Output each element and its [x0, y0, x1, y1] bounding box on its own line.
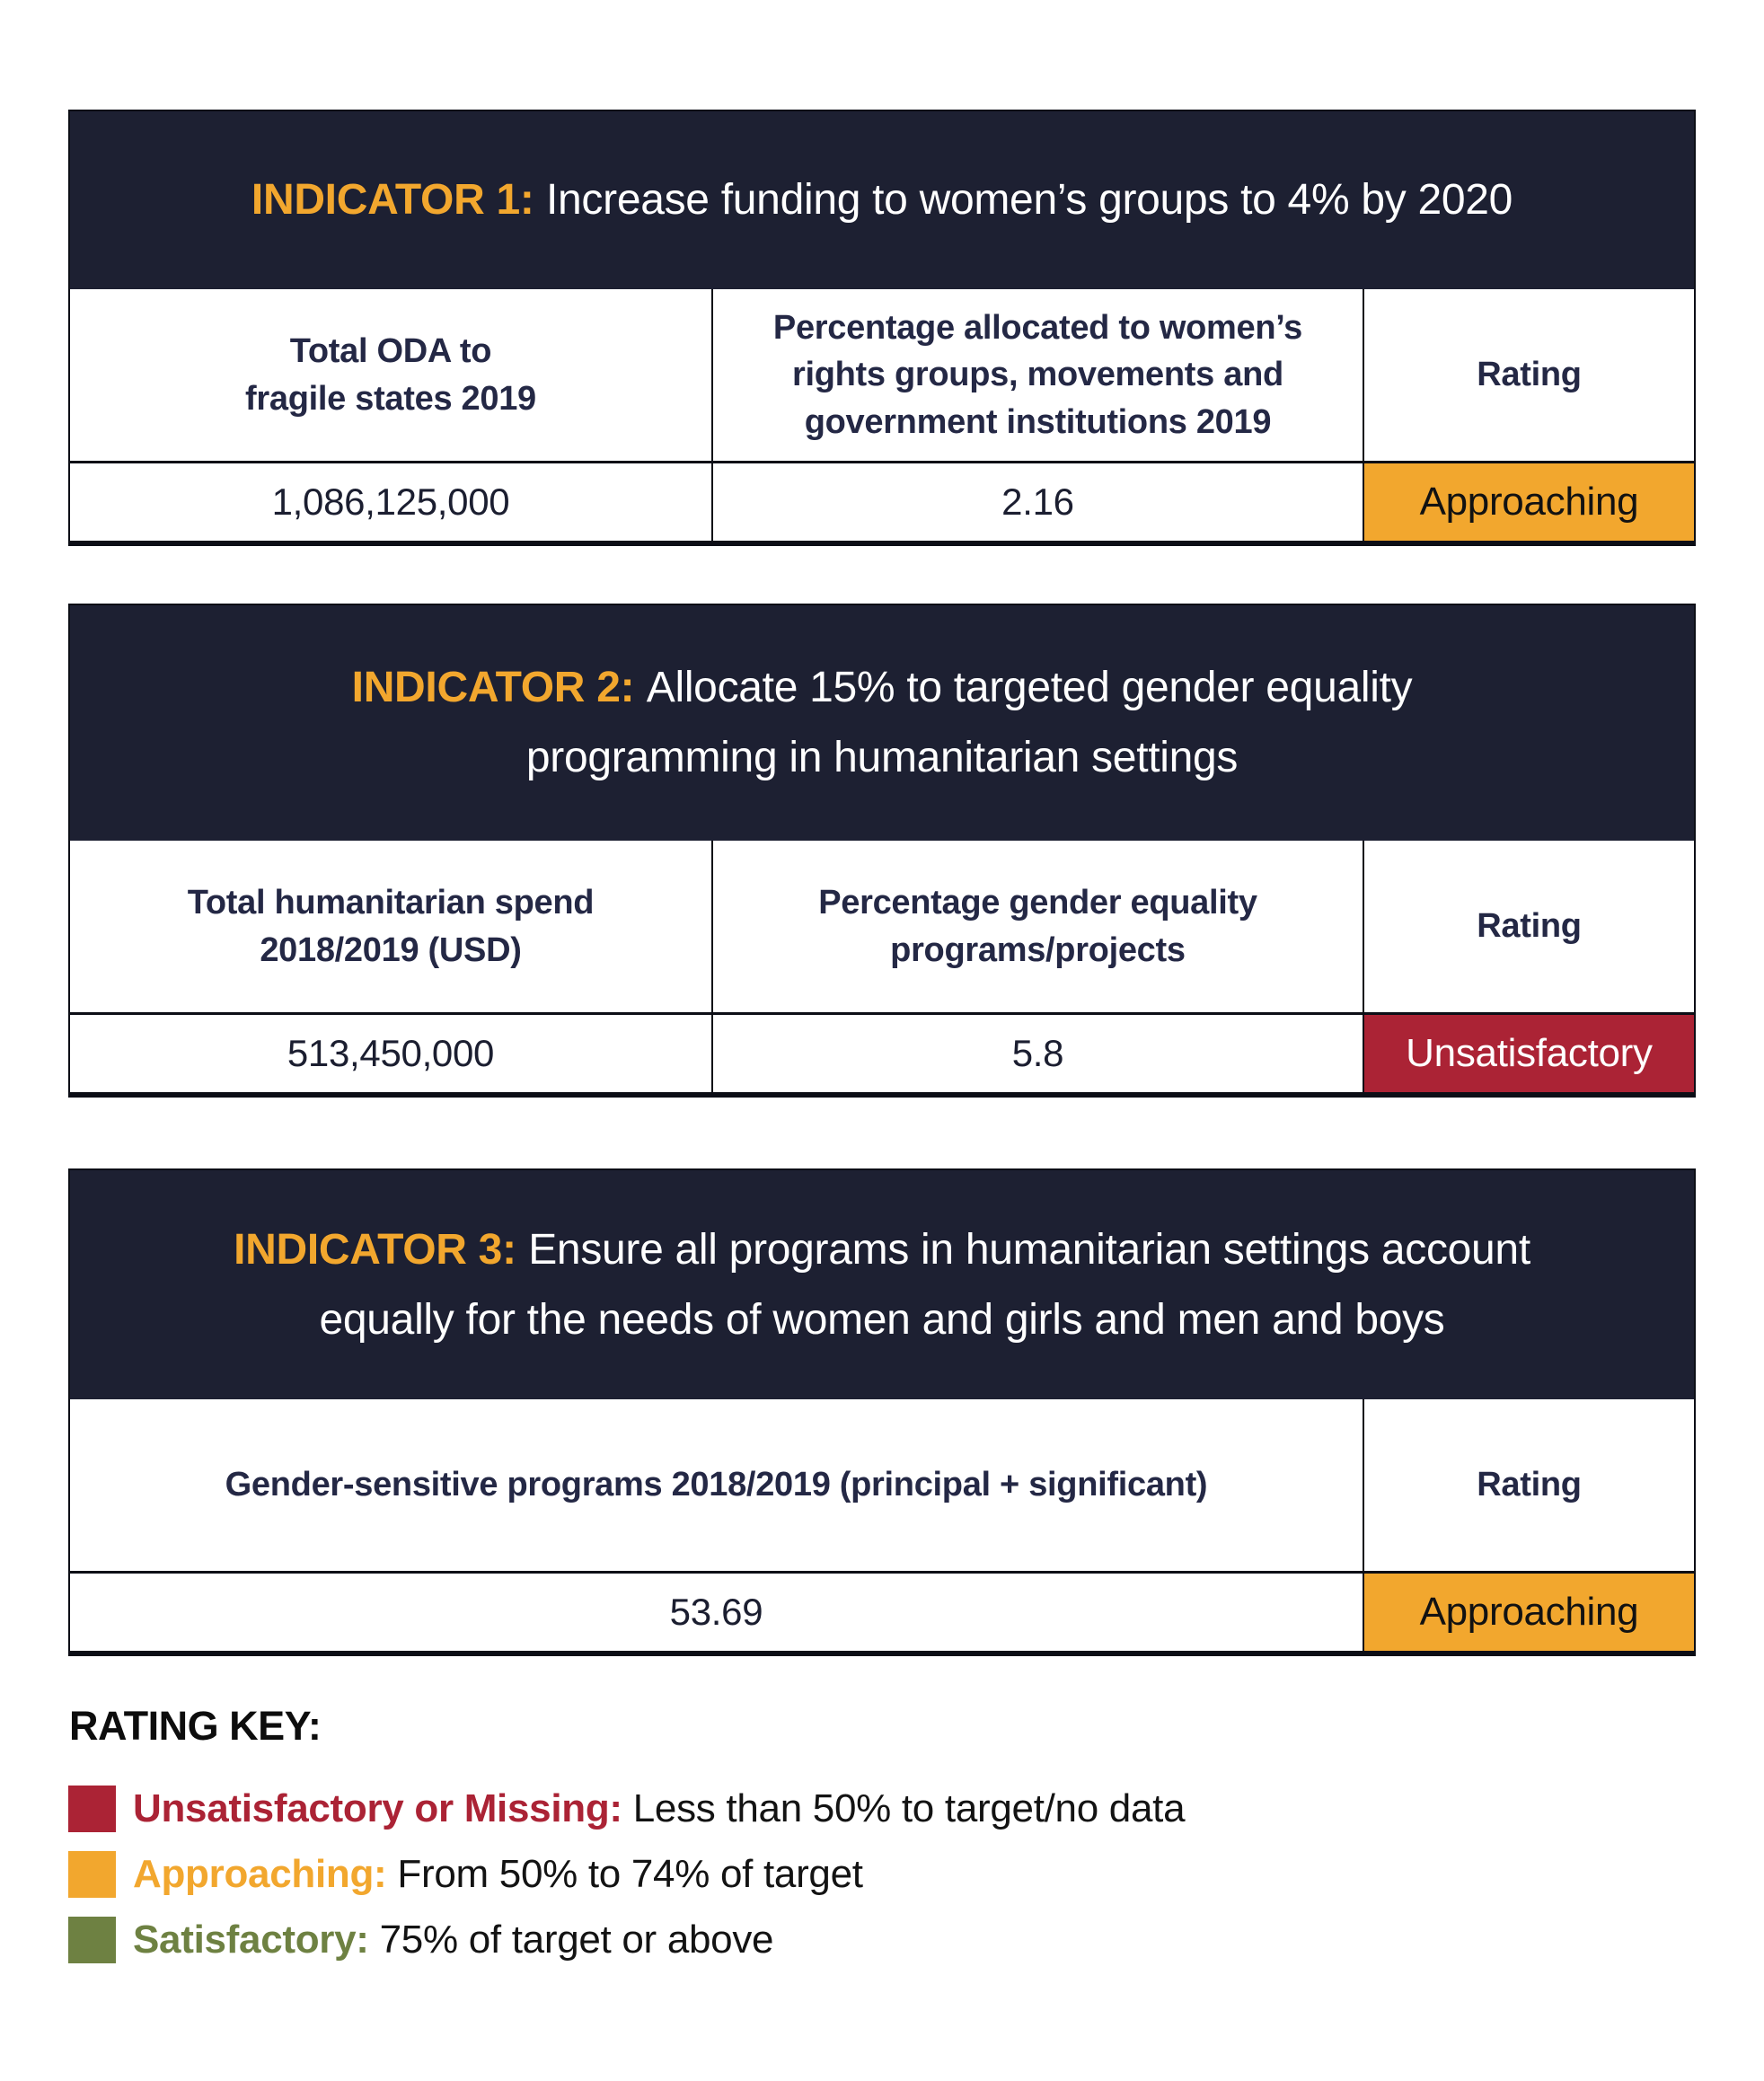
indicator-1-col-header-oda: Total ODA to fragile states 2019	[70, 289, 713, 463]
indicator-3-grid: Gender-sensitive programs 2018/2019 (pri…	[70, 1399, 1694, 1651]
indicator-2-title: INDICATOR 2: Allocate 15% to targeted gen…	[352, 653, 1413, 793]
rating-key-item-approaching: Approaching: From 50% to 74% of target	[68, 1851, 1696, 1898]
indicator-1-grid: Total ODA to fragile states 2019 Percent…	[70, 289, 1694, 541]
indicator-2-rating-badge: Unsatisfactory	[1363, 1015, 1694, 1092]
indicator-1-value-percentage: 2.16	[712, 463, 1364, 541]
indicator-1-col-header-rating: Rating	[1363, 289, 1694, 463]
indicator-1-title-band: INDICATOR 1: Increase funding to women’s …	[70, 111, 1694, 289]
rating-key: RATING KEY: Unsatisfactory or Missing: L…	[68, 1703, 1696, 1963]
satisfactory-description: 75% of target or above	[379, 1918, 774, 1962]
indicator-3-title: INDICATOR 3: Ensure all programs in human…	[234, 1215, 1530, 1355]
indicator-1-col-header-percentage: Percentage allocated to women’s rights g…	[712, 289, 1364, 463]
indicator-2-col-header-spend: Total humanitarian spend 2018/2019 (USD)	[70, 841, 713, 1015]
indicator-1-value-oda: 1,086,125,000	[70, 463, 713, 541]
indicator-3-value-programs: 53.69	[70, 1574, 1364, 1651]
indicator-3-table: INDICATOR 3: Ensure all programs in human…	[68, 1168, 1696, 1656]
rating-key-item-unsatisfactory: Unsatisfactory or Missing: Less than 50%…	[68, 1786, 1696, 1832]
indicator-2-value-percentage: 5.8	[712, 1015, 1364, 1092]
indicator-2-table: INDICATOR 2: Allocate 15% to targeted gen…	[68, 604, 1696, 1098]
unsatisfactory-description: Less than 50% to target/no data	[632, 1786, 1186, 1830]
approaching-description: From 50% to 74% of target	[397, 1852, 863, 1896]
approaching-swatch	[68, 1851, 116, 1898]
rating-key-item-satisfactory: Satisfactory: 75% of target or above	[68, 1917, 1696, 1963]
indicator-3-rating-badge: Approaching	[1363, 1574, 1694, 1651]
indicator-3-title-text: Ensure all programs in humanitarian sett…	[319, 1225, 1530, 1344]
approaching-label: Approaching:	[133, 1852, 387, 1896]
satisfactory-swatch	[68, 1917, 116, 1963]
indicator-1-title: INDICATOR 1: Increase funding to women’s …	[251, 165, 1513, 235]
indicator-2-col-header-rating: Rating	[1363, 841, 1694, 1015]
indicator-3-col-header-rating: Rating	[1363, 1399, 1694, 1574]
indicator-1-label: INDICATOR 1:	[251, 176, 534, 225]
indicator-2-col-header-percentage: Percentage gender equality programs/proj…	[712, 841, 1364, 1015]
indicator-2-grid: Total humanitarian spend 2018/2019 (USD)…	[70, 841, 1694, 1092]
unsatisfactory-swatch	[68, 1786, 116, 1832]
indicator-2-value-spend: 513,450,000	[70, 1015, 713, 1092]
indicator-2-title-text: Allocate 15% to targeted gender equality…	[525, 664, 1413, 781]
indicator-3-title-band: INDICATOR 3: Ensure all programs in human…	[70, 1170, 1694, 1399]
unsatisfactory-label: Unsatisfactory or Missing:	[133, 1786, 622, 1830]
indicator-2-label: INDICATOR 2:	[351, 664, 635, 712]
indicator-1-rating-badge: Approaching	[1363, 463, 1694, 541]
indicator-1-table: INDICATOR 1: Increase funding to women’s …	[68, 110, 1696, 546]
indicator-2-title-band: INDICATOR 2: Allocate 15% to targeted gen…	[70, 605, 1694, 841]
satisfactory-label: Satisfactory:	[133, 1918, 369, 1962]
rating-key-heading: RATING KEY:	[69, 1703, 322, 1749]
indicator-3-col-header-programs: Gender-sensitive programs 2018/2019 (pri…	[70, 1399, 1364, 1574]
indicator-3-label: INDICATOR 3:	[234, 1225, 516, 1274]
indicator-1-title-text: Increase funding to women’s groups to 4%…	[546, 176, 1513, 225]
